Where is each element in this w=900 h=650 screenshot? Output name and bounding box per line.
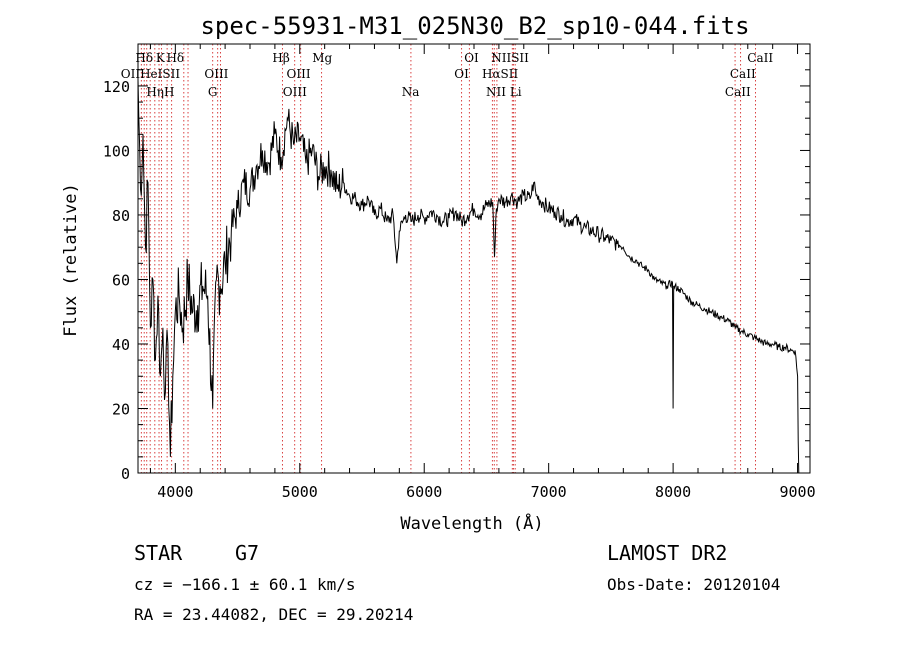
line-label: NII Li bbox=[486, 85, 522, 99]
line-label: OIII bbox=[283, 85, 307, 99]
radec-label: RA = 23.44082, DEC = 29.20214 bbox=[134, 605, 413, 624]
line-label: Hβ bbox=[272, 51, 289, 65]
x-tick-label: 9000 bbox=[779, 483, 815, 501]
line-label: OI bbox=[464, 51, 479, 65]
y-tick-label: 20 bbox=[112, 400, 130, 418]
line-label: K bbox=[156, 51, 166, 65]
x-tick-label: 7000 bbox=[531, 483, 567, 501]
line-label: G bbox=[208, 85, 218, 99]
plot-frame bbox=[137, 43, 811, 474]
y-tick-label: 40 bbox=[112, 336, 130, 354]
x-tick-label: 5000 bbox=[282, 483, 318, 501]
line-label: CaII bbox=[747, 51, 773, 65]
line-label: Hδ bbox=[166, 51, 184, 65]
x-tick-label: 4000 bbox=[157, 483, 193, 501]
chart-title: spec-55931-M31_025N30_B2_sp10-044.fits bbox=[200, 12, 749, 40]
x-axis-label: Wavelength (Å) bbox=[400, 512, 543, 534]
line-label: CaII bbox=[730, 67, 756, 81]
y-axis-label: Flux (relative) bbox=[61, 183, 81, 337]
y-tick-label: 100 bbox=[103, 142, 130, 160]
line-labels: Hδ K Hδ Hβ Mg OI NIISII CaII OIIHeISII OIII OIII OI… bbox=[121, 51, 774, 99]
line-label: OIII bbox=[204, 67, 228, 81]
spectrum-line bbox=[137, 79, 800, 474]
line-label: HαSII bbox=[482, 67, 519, 81]
redshift-label: cz = −166.1 ± 60.1 km/s bbox=[134, 575, 356, 594]
line-label: OIII bbox=[287, 67, 311, 81]
x-axis: 4000 5000 6000 7000 8000 9000 bbox=[149, 44, 816, 501]
line-label: Na bbox=[402, 85, 420, 99]
line-label: CaII bbox=[725, 85, 751, 99]
x-tick-label: 8000 bbox=[655, 483, 691, 501]
line-label: NIISII bbox=[491, 51, 529, 65]
y-tick-label: 120 bbox=[103, 78, 130, 96]
line-markers bbox=[140, 44, 756, 473]
y-axis: 0 20 40 60 80 100 120 bbox=[103, 53, 810, 483]
x-tick-label: 6000 bbox=[406, 483, 442, 501]
class-label: STAR bbox=[134, 541, 183, 565]
line-label: HηH bbox=[146, 85, 174, 99]
y-tick-label: 0 bbox=[121, 465, 130, 483]
line-label: Mg bbox=[312, 51, 332, 65]
survey-label: LAMOST DR2 bbox=[607, 541, 727, 565]
subclass-label: G7 bbox=[235, 541, 259, 565]
line-label: Hδ bbox=[135, 51, 153, 65]
y-tick-label: 60 bbox=[112, 271, 130, 289]
y-tick-label: 80 bbox=[112, 207, 130, 225]
line-label: OIIHeISII bbox=[121, 67, 181, 81]
line-label: OI bbox=[454, 67, 469, 81]
obs-date-label: Obs-Date: 20120104 bbox=[607, 575, 780, 594]
